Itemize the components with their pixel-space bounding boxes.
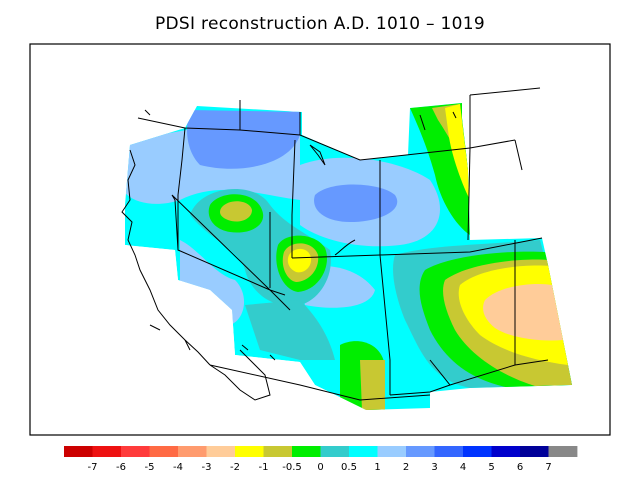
colorbar-swatch xyxy=(434,446,464,457)
region-blue-center xyxy=(314,184,398,222)
region-olive-s xyxy=(360,360,385,410)
colorbar-swatch xyxy=(235,446,264,457)
colorbar-tick-label: 1 xyxy=(374,462,380,473)
colorbar-swatch xyxy=(377,446,407,457)
colorbar-swatch xyxy=(349,446,378,457)
colorbar-tick-label: -1 xyxy=(259,462,269,473)
region-teal-south xyxy=(245,300,335,360)
colorbar-swatch xyxy=(149,446,179,457)
colorbar-labels: -7 -6 -5 -4 -3 -2 -1 -0.5 0 0.5 1 2 3 4 5 6 7 xyxy=(88,462,552,473)
region-yellow-a xyxy=(287,248,312,273)
colorbar-tick-label: -2 xyxy=(230,462,240,473)
colorbar-swatch xyxy=(263,446,293,457)
colorbar-tick-label: -0.5 xyxy=(282,462,302,473)
pdsi-field xyxy=(125,103,572,410)
colorbar xyxy=(64,446,578,457)
ocean-mask xyxy=(100,230,366,410)
colorbar-swatch xyxy=(491,446,521,457)
colorbar-tick-label: 0 xyxy=(317,462,323,473)
colorbar-swatch xyxy=(520,446,549,457)
region-olive-a xyxy=(220,201,252,222)
region-blue-nw xyxy=(187,110,300,169)
map-title: PDSI reconstruction A.D. 1010 – 1019 xyxy=(154,14,485,34)
colorbar-tick-label: 5 xyxy=(488,462,494,473)
state-borders xyxy=(137,87,549,401)
colorbar-tick-label: 6 xyxy=(517,462,523,473)
colorbar-tick-label: -3 xyxy=(202,462,212,473)
colorbar-tick-label: 3 xyxy=(431,462,437,473)
colorbar-tick-label: -5 xyxy=(145,462,155,473)
colorbar-swatch xyxy=(406,446,435,457)
colorbar-swatch xyxy=(206,446,236,457)
colorbar-swatch xyxy=(548,446,578,457)
coastlines xyxy=(121,109,457,401)
colorbar-tick-label: -6 xyxy=(116,462,126,473)
colorbar-tick-label: 0.5 xyxy=(341,462,357,473)
region-yellow-ne xyxy=(445,104,470,200)
colorbar-tick-label: -7 xyxy=(88,462,98,473)
region-peach-east xyxy=(483,283,563,341)
colorbar-swatch xyxy=(92,446,122,457)
colorbar-tick-label: 7 xyxy=(545,462,551,473)
colorbar-swatch xyxy=(121,446,150,457)
colorbar-tick-label: 4 xyxy=(460,462,466,473)
colorbar-swatch xyxy=(64,446,93,457)
colorbar-swatch xyxy=(292,446,321,457)
colorbar-swatch xyxy=(463,446,492,457)
colorbar-tick-label: 2 xyxy=(403,462,409,473)
colorbar-swatch xyxy=(178,446,207,457)
colorbar-tick-label: -4 xyxy=(173,462,183,473)
colorbar-swatch xyxy=(320,446,350,457)
